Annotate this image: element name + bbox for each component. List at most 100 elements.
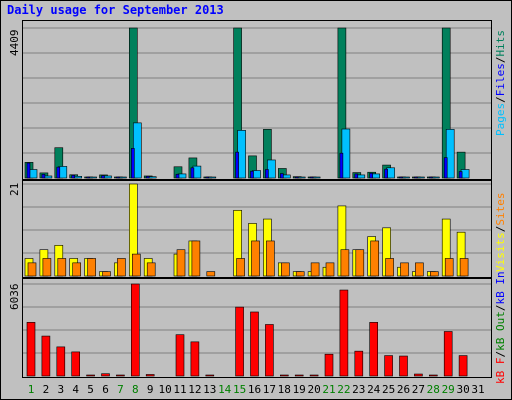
visits-bar-sites-day-16 (251, 240, 260, 277)
kb-bar-kb-f-day-28 (428, 374, 438, 377)
kb-bar-kb-f-day-6 (101, 373, 110, 377)
visits-bar-sites-day-30 (459, 258, 469, 277)
visits-bar-sites-day-15 (236, 258, 245, 277)
visits-bar-sites-day-18 (280, 262, 290, 277)
visits-bar-sites-day-2 (42, 258, 52, 277)
day-label: 3 (57, 383, 64, 396)
day-label: 19 (293, 383, 306, 396)
day-label: 25 (382, 383, 395, 396)
hits-bar-files-day-20 (309, 176, 314, 179)
hits-bar-files-day-15 (235, 151, 239, 179)
hits-bar-files-day-27 (414, 176, 418, 179)
day-label: 4 (72, 383, 79, 396)
day-label: 23 (352, 383, 365, 396)
kb-bar-kb-f-day-7 (116, 374, 125, 377)
hits-bar-files-day-9 (145, 175, 150, 179)
kb-bar-kb-f-day-24 (369, 322, 379, 377)
visits-bar-sites-day-3 (57, 258, 67, 277)
kb-bar-kb-f-day-11 (175, 334, 185, 377)
kb-bar-kb-f-day-8 (131, 283, 140, 377)
visits-bar-sites-day-25 (385, 258, 394, 277)
day-label: 2 (43, 383, 50, 396)
kb-bar-kb-f-day-22 (339, 289, 349, 377)
hits-bar-files-day-1 (26, 162, 31, 179)
visits-bar-sites-day-22 (340, 249, 350, 277)
hits-bar-files-day-6 (101, 175, 105, 179)
day-label: 26 (397, 383, 410, 396)
day-label: 7 (117, 383, 124, 396)
kb-bar-kb-f-day-16 (250, 311, 259, 377)
visits-bar-sites-day-11 (176, 249, 186, 277)
day-label: 13 (203, 383, 216, 396)
hits-bar-files-day-12 (190, 167, 195, 179)
visits-bar-sites-day-12 (191, 240, 201, 277)
visits-bar-sites-day-4 (72, 262, 81, 277)
hits-bar-files-day-28 (428, 176, 433, 179)
day-label: 24 (367, 383, 381, 396)
kb-bar-kb-f-day-26 (399, 355, 408, 377)
day-label: 20 (307, 383, 320, 396)
day-label: 15 (233, 383, 246, 396)
visits-bar-sites-day-13 (206, 271, 216, 277)
day-label: 14 (218, 383, 232, 396)
kb-bar-kb-f-day-20 (309, 374, 319, 377)
kb-bar-kb-f-day-17 (265, 324, 274, 377)
hits-bar-files-day-5 (86, 176, 90, 179)
visits-bar-sites-day-24 (370, 240, 380, 277)
day-label: 31 (471, 383, 484, 396)
day-label: 11 (173, 383, 186, 396)
day-label: 17 (263, 383, 276, 396)
visits-bar-sites-day-29 (444, 258, 454, 277)
day-label: 18 (278, 383, 291, 396)
kb-bar-kb-f-day-21 (324, 353, 334, 377)
hits-bar-files-day-3 (56, 166, 61, 179)
day-label: 10 (158, 383, 171, 396)
day-label: 28 (427, 383, 440, 396)
hits-bar-files-day-7 (116, 176, 120, 179)
kb-bar-kb-f-day-23 (354, 350, 364, 377)
day-label: 27 (412, 383, 425, 396)
kb-bar-kb-f-day-13 (205, 374, 215, 377)
hits-bar-pages-day-29 (445, 129, 455, 179)
day-label: 12 (188, 383, 201, 396)
visits-bar-sites-day-28 (429, 271, 439, 277)
kb-bar-kb-f-day-1 (26, 322, 36, 377)
hits-bar-files-day-29 (443, 157, 448, 179)
kb-bar-kb-f-day-4 (71, 351, 80, 377)
hits-bar-files-day-13 (205, 176, 210, 179)
day-label: 29 (442, 383, 455, 396)
day-label: 5 (87, 383, 94, 396)
day-label: 1 (28, 383, 35, 396)
visits-bar-sites-day-6 (102, 271, 111, 277)
kb-bar-kb-f-day-3 (56, 346, 66, 377)
hits-bar-files-day-4 (71, 174, 75, 179)
hits-bar-pages-day-17 (267, 159, 276, 179)
hits-bar-files-day-22 (339, 152, 344, 179)
visits-bar-sites-day-21 (325, 262, 335, 277)
visits-bar-sites-day-1 (27, 262, 37, 277)
kb-bar-kb-f-day-15 (235, 306, 244, 377)
kb-bar-kb-f-day-25 (384, 355, 393, 377)
chart-title: Daily usage for September 2013 (7, 3, 224, 17)
kb-bar-kb-f-day-5 (86, 374, 95, 377)
visits-bar-sites-day-20 (310, 262, 320, 277)
hits-bar-files-day-17 (265, 169, 269, 179)
visits-bar-sites-day-26 (400, 262, 409, 277)
day-label: 22 (337, 383, 350, 396)
hits-bar-files-day-26 (399, 176, 403, 179)
visits-bar-sites-day-27 (415, 262, 424, 277)
hits-bar-files-day-30 (458, 171, 463, 179)
day-label: 9 (147, 383, 154, 396)
hits-bar-files-day-18 (279, 173, 284, 179)
visits-bar-sites-day-17 (266, 240, 275, 277)
hits-bar-files-day-2 (41, 173, 46, 179)
visits-bar-sites-day-5 (87, 258, 96, 277)
day-label: 21 (322, 383, 335, 396)
kb-bar-kb-f-day-18 (279, 374, 289, 377)
visits-bar-sites-day-19 (295, 271, 305, 277)
kb-bar-kb-f-day-12 (190, 341, 200, 377)
day-label: 30 (456, 383, 469, 396)
day-label: 6 (102, 383, 109, 396)
kb-bar-kb-f-day-19 (294, 374, 304, 377)
